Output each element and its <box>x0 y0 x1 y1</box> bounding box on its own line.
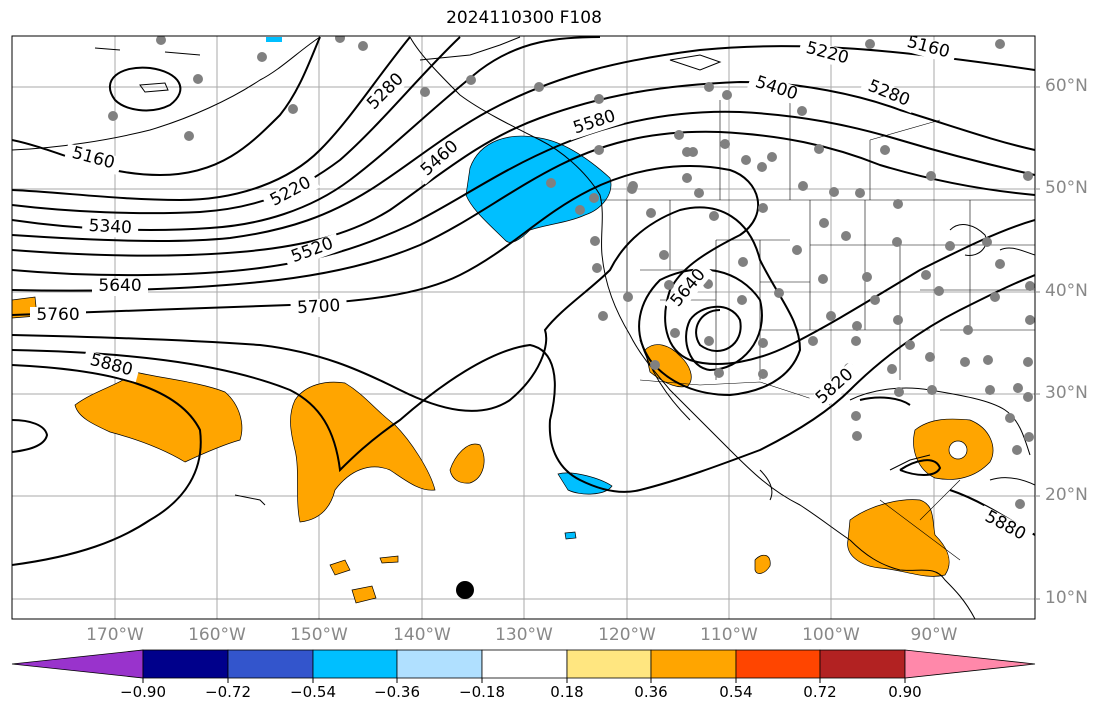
negative-anomaly-small <box>557 472 613 495</box>
coastlines <box>12 36 1035 619</box>
colorbar-tick-label: 0.54 <box>719 683 753 701</box>
map-title: 2024110300 F108 <box>446 8 602 28</box>
storm-position-marker <box>456 581 474 599</box>
negative-anomaly-dot2 <box>266 37 282 42</box>
lon-label: 120°W <box>598 625 656 645</box>
colorbar-tick-label: −0.72 <box>205 683 251 701</box>
colorbar-extend-high <box>904 649 1036 679</box>
negative-anomaly-dot <box>564 531 577 540</box>
lon-label: 130°W <box>495 625 553 645</box>
lat-label: 50°N <box>1045 178 1088 198</box>
lon-label: 90°W <box>910 625 958 645</box>
lat-label: 30°N <box>1045 383 1088 403</box>
lon-label: 170°W <box>86 625 144 645</box>
colorbar-tick-label: 0.72 <box>803 683 837 701</box>
lat-label: 10°N <box>1045 588 1088 608</box>
lon-label: 100°W <box>802 625 860 645</box>
negative-anomaly-region <box>465 135 612 243</box>
lat-label: 20°N <box>1045 485 1088 505</box>
lat-ticks <box>1035 86 1040 600</box>
colorbar-tick-label: 0.90 <box>888 683 922 701</box>
colorbar-tick-label: −0.54 <box>290 683 336 701</box>
contour-label: 5640 <box>98 276 141 296</box>
contour-label: 5760 <box>36 305 79 325</box>
colorbar-extend-low <box>11 649 144 679</box>
height-contours <box>12 36 1035 566</box>
lon-label: 110°W <box>700 625 758 645</box>
lon-label: 140°W <box>393 625 451 645</box>
contour-label: 5700 <box>297 296 341 318</box>
contour-label: 5340 <box>88 216 132 238</box>
colorbar-tick-label: −0.90 <box>120 683 166 701</box>
colorbar-tick-label: 0.18 <box>550 683 584 701</box>
lon-label: 160°W <box>188 625 246 645</box>
colorbar-tick-label: −0.18 <box>459 683 505 701</box>
lat-label: 60°N <box>1045 76 1088 96</box>
lat-label: 40°N <box>1045 281 1088 301</box>
map-border <box>11 35 1036 620</box>
lon-label: 150°W <box>290 625 348 645</box>
colorbar-tick-label: 0.36 <box>634 683 668 701</box>
positive-anomaly-regions <box>12 296 994 604</box>
colorbar-tick-label: −0.36 <box>374 683 420 701</box>
colorbar <box>11 649 1036 683</box>
